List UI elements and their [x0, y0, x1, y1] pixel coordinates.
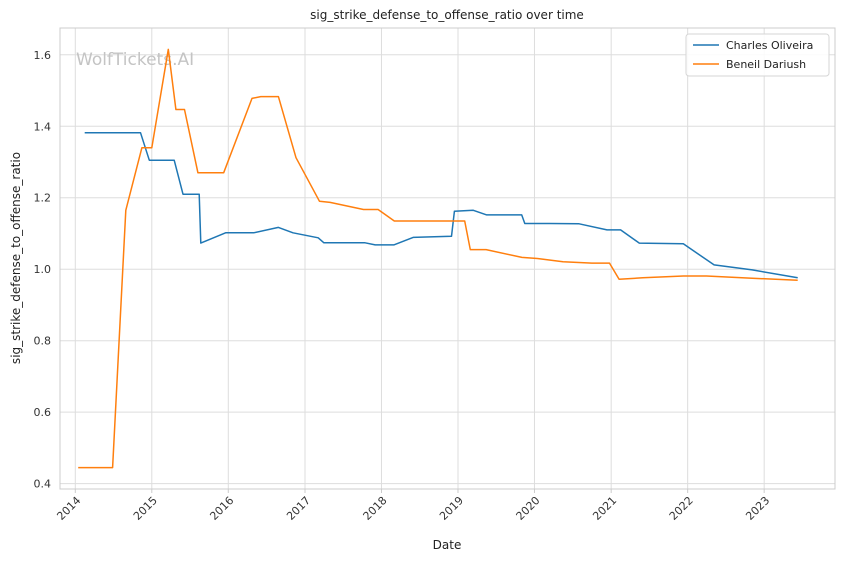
- series-line-beneil-dariush: [78, 48, 798, 469]
- y-tick-label: 0.4: [34, 478, 52, 491]
- watermark: WolfTickets.AI: [76, 50, 194, 70]
- plot-area-frame: [59, 27, 836, 490]
- legend-label-beneil-dariush: Beneil Dariush: [726, 58, 806, 71]
- y-tick-label: 0.6: [34, 406, 52, 419]
- y-axis-ticks: 0.4 0.6 0.8 1.0 1.2 1.4 1.6: [34, 49, 52, 491]
- y-axis-title: sig_strike_defense_to_offense_ratio: [9, 152, 23, 364]
- y-tick-label: 1.4: [34, 120, 52, 133]
- series-layer: [78, 48, 798, 469]
- legend: Charles Oliveira Beneil Dariush: [685, 33, 830, 77]
- grid-lines: [60, 28, 835, 489]
- x-axis-title: Date: [433, 538, 462, 552]
- y-tick-label: 0.8: [34, 335, 52, 348]
- legend-label-charles-oliveira: Charles Oliveira: [726, 39, 813, 52]
- y-tick-label: 1.6: [34, 49, 52, 62]
- series-line-charles-oliveira: [84, 131, 798, 279]
- legend-box: [685, 33, 830, 77]
- y-tick-label: 1.0: [34, 263, 52, 276]
- y-tick-label: 1.2: [34, 192, 52, 205]
- chart-title: sig_strike_defense_to_offense_ratio over…: [310, 8, 584, 22]
